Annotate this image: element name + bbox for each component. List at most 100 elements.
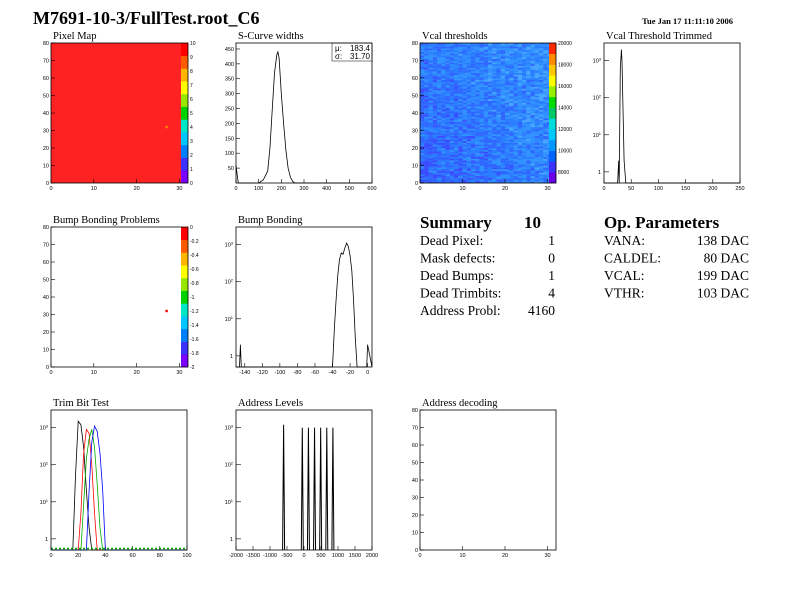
vcal-thresholds-cell	[483, 162, 489, 164]
vcal-thresholds-cell	[530, 76, 535, 79]
vcal-thresholds-cell	[449, 123, 455, 126]
vcal-thresholds-cell	[505, 170, 510, 173]
vcal-thresholds-cell	[420, 69, 425, 72]
vcal-thresholds-cell	[471, 104, 476, 107]
vcal-thresholds-cell	[445, 109, 450, 112]
vcal-thresholds-cell	[441, 107, 446, 110]
vcal-thresholds-cell	[534, 55, 540, 58]
vcal-thresholds-ytick-label: 50	[412, 94, 418, 100]
vcal-thresholds-cell	[437, 155, 442, 157]
vcal-thresholds-cell	[432, 43, 438, 45]
vcal-thresholds-cell	[492, 128, 497, 131]
vcal-thresholds-cell	[500, 160, 506, 163]
vcal-thresholds-cell	[437, 135, 442, 138]
vcal-thresholds-cell	[526, 165, 531, 168]
vcal-thresholds-cell	[466, 114, 472, 117]
vcal-thresholds-cell	[475, 120, 480, 122]
vcal-thresholds-cell	[420, 149, 425, 152]
vcal-thresholds-cell	[441, 169, 446, 171]
vcal-thresholds-cell	[479, 151, 484, 154]
vcal-thresholds-cell	[492, 153, 497, 156]
vcal-thresholds-cell	[526, 134, 531, 136]
vcal-thresholds-cell	[513, 43, 518, 45]
vcal-thresholds-cell	[445, 177, 450, 180]
vcal-thresholds-cell	[534, 167, 540, 170]
vcal-thresholds-cell	[505, 86, 510, 89]
vcal-thresholds-cell	[483, 93, 489, 96]
vcal-thresholds-cell	[492, 113, 497, 115]
vcal-thresholds-cell	[437, 79, 442, 82]
vcal-thresholds-cell	[424, 172, 429, 175]
vcal-thresholds-cell	[441, 163, 446, 166]
vcal-thresholds-cell	[471, 146, 476, 149]
vcal-thresholds-cell	[517, 44, 523, 47]
vcal-thresholds-cell	[454, 172, 459, 175]
bump-bonding-problems-pixel	[165, 309, 168, 313]
vcal-thresholds-cell	[513, 51, 518, 54]
vcal-thresholds-cell	[509, 62, 514, 65]
vcal-thresholds-cell	[505, 160, 510, 163]
vcal-thresholds-cell	[441, 76, 446, 79]
vcal-thresholds-cell	[488, 86, 493, 89]
vcal-thresholds-cell	[526, 48, 531, 51]
vcal-thresholds-cell	[483, 62, 489, 65]
vcal-thresholds-cell	[500, 135, 506, 138]
vcal-thresholds-cell	[517, 58, 523, 61]
vcal-thresholds-cell	[496, 127, 501, 129]
vcal-thresholds-cell	[475, 114, 480, 117]
vcal-thresholds-cell	[462, 181, 467, 184]
vcal-thresholds-cell	[458, 179, 463, 182]
vcal-thresholds-cell	[454, 44, 459, 47]
vcal-thresholds-cell	[420, 99, 425, 101]
vcal-thresholds-cell	[458, 74, 463, 77]
vcal-thresholds-cell	[458, 97, 463, 100]
vcal-thresholds-cell	[539, 48, 544, 51]
vcal-thresholds-cell	[517, 158, 523, 161]
vcal-thresholds-cell	[428, 86, 433, 89]
vcal-thresholds-cell	[466, 67, 472, 70]
vcal-thresholds-cell	[505, 158, 510, 161]
vcal-thresholds-cell	[475, 65, 480, 68]
vcal-thresholds-cell	[517, 43, 523, 45]
vcal-thresholds-cell	[513, 120, 518, 122]
vcal-thresholds-cell	[505, 139, 510, 142]
vcal-thresholds-cell	[522, 148, 527, 150]
vcal-thresholds-cell	[505, 153, 510, 156]
vcal-thresholds-cell	[492, 132, 497, 135]
vcal-thresholds-cell	[522, 67, 527, 70]
vcal-thresholds-cell	[475, 177, 480, 180]
vcal-thresholds-cell	[462, 116, 467, 119]
bump-bonding-problems-palette-cell	[181, 354, 188, 368]
vcal-thresholds-cell	[539, 57, 544, 59]
vcal-thresholds-cell	[432, 163, 438, 166]
vcal-thresholds-cell	[483, 167, 489, 170]
vcal-thresholds-cell	[471, 71, 476, 73]
vcal-thresholds-cell	[449, 92, 455, 94]
vcal-thresholds-cell	[479, 99, 484, 101]
vcal-thresholds-cell	[496, 76, 501, 79]
vcal-thresholds-cell	[526, 158, 531, 161]
vcal-thresholds-cell	[428, 76, 433, 79]
vcal-thresholds-cell	[441, 170, 446, 173]
vcal-thresholds-cell	[437, 102, 442, 105]
vcal-thresholds-cell	[437, 114, 442, 117]
vcal-thresholds-cell	[530, 134, 535, 136]
vcal-thresholds-cell	[496, 116, 501, 119]
vcal-thresholds-cell	[522, 60, 527, 63]
vcal-thresholds-cell	[420, 109, 425, 112]
vcal-thresholds-cell	[454, 71, 459, 73]
vcal-thresholds-cell	[445, 78, 450, 80]
vcal-thresholds-cell	[441, 139, 446, 142]
vcal-thresholds-cell	[466, 74, 472, 77]
vcal-thresholds-cell	[458, 113, 463, 115]
vcal-thresholds-cell	[428, 107, 433, 110]
vcal-thresholds-cell	[500, 169, 506, 171]
vcal-thresholds-cell	[462, 176, 467, 178]
vcal-thresholds-cell	[539, 160, 544, 163]
vcal-thresholds-cell	[517, 151, 523, 154]
vcal-thresholds-cell	[543, 46, 548, 49]
bump-bonding-problems-palette-label: -0.2	[190, 239, 199, 245]
vcal-thresholds-cell	[505, 179, 510, 182]
vcal-thresholds-cell	[432, 135, 438, 138]
